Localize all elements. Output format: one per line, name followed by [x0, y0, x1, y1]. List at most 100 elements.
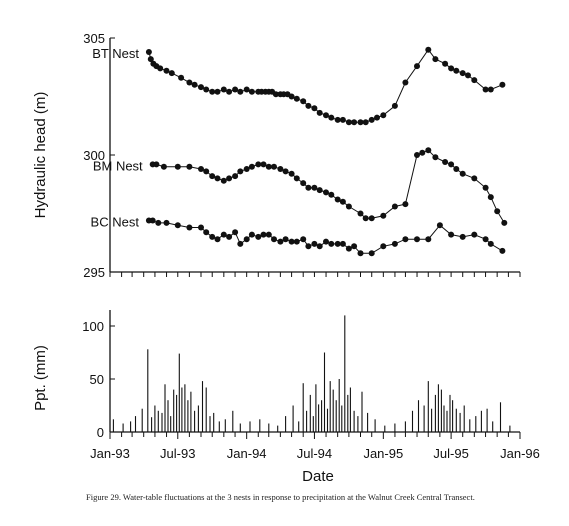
- series-point: [499, 247, 506, 254]
- series-point: [293, 175, 300, 182]
- series-point: [214, 236, 221, 243]
- series-point: [380, 212, 387, 219]
- hydraulic-head-chart: Hydraulic head (m) 295 300 305 BT Nest BM N…: [32, 31, 521, 280]
- series-point: [232, 229, 239, 236]
- series-point: [271, 163, 277, 170]
- series-point: [174, 163, 181, 170]
- series-point: [402, 236, 409, 243]
- series-point: [339, 198, 346, 205]
- series-point: [362, 119, 369, 126]
- series-point: [482, 86, 489, 93]
- series-point: [265, 231, 272, 238]
- series-point: [288, 93, 295, 100]
- series-point: [442, 159, 449, 165]
- series-point: [501, 219, 508, 226]
- series-point: [237, 168, 244, 175]
- series-point: [293, 238, 300, 245]
- series-point: [203, 168, 210, 175]
- series-point: [442, 60, 449, 67]
- series-point: [402, 201, 409, 208]
- series-point: [362, 215, 369, 222]
- series-point: [226, 233, 233, 240]
- series-point: [198, 84, 204, 91]
- series-point: [163, 67, 170, 74]
- series-point: [300, 236, 307, 243]
- series-point: [153, 161, 160, 168]
- ppt-y-tick-label: 50: [90, 372, 104, 387]
- series-point: [186, 224, 193, 231]
- series-point: [198, 166, 204, 172]
- series-point: [243, 86, 250, 93]
- ppt-x-tick-label: Jan-93: [90, 446, 130, 461]
- series-point: [432, 154, 439, 161]
- series-point: [459, 233, 466, 240]
- series-point: [391, 102, 398, 109]
- ppt-x-tick-label: Jan-95: [363, 446, 403, 461]
- series-point: [305, 243, 312, 250]
- series-point: [311, 184, 318, 191]
- series-point: [209, 173, 216, 180]
- series-point: [459, 70, 466, 77]
- series-point: [357, 119, 364, 126]
- series-point: [163, 219, 170, 226]
- series-point: [328, 191, 335, 198]
- head-y-tick-label: 305: [83, 31, 105, 46]
- series-point: [380, 112, 387, 119]
- series-point: [260, 161, 267, 168]
- series-point: [334, 116, 341, 123]
- series-point: [494, 208, 501, 215]
- series-point: [459, 170, 466, 177]
- series-point: [339, 240, 346, 247]
- series-point: [178, 74, 185, 81]
- series-point: [436, 222, 443, 229]
- head-y-ticks: 295 300 305: [83, 31, 115, 280]
- series-point: [203, 229, 210, 236]
- series-point: [288, 238, 295, 245]
- series-point: [168, 70, 175, 77]
- series-point: [191, 81, 198, 88]
- series-point: [432, 56, 439, 63]
- series-point: [345, 119, 352, 126]
- series-point: [471, 175, 478, 182]
- series-point: [328, 114, 335, 121]
- ppt-x-tick-label: Jul-95: [433, 446, 468, 461]
- series-point: [248, 163, 255, 170]
- series-point: [220, 177, 227, 184]
- series-point: [414, 236, 420, 243]
- ppt-bars: [112, 315, 511, 432]
- series-point: [425, 46, 432, 53]
- series-point: [305, 102, 312, 109]
- series-point: [149, 217, 156, 224]
- series-point: [448, 231, 455, 238]
- ppt-y-tick-label: 100: [82, 319, 104, 334]
- series-point: [272, 91, 279, 98]
- series-point: [248, 231, 255, 238]
- series-point: [311, 105, 318, 112]
- ppt-x-tick-label: Jul-93: [160, 446, 195, 461]
- series-point: [311, 240, 318, 247]
- series-name-label: BC Nest: [91, 215, 140, 230]
- series-point: [186, 79, 193, 86]
- series-point: [448, 161, 455, 168]
- series-point: [357, 210, 364, 217]
- series-point: [328, 240, 335, 247]
- ppt-x-tick-label: Jul-94: [297, 446, 332, 461]
- series-point: [186, 163, 193, 170]
- series-point: [351, 119, 358, 126]
- series-point: [391, 240, 398, 247]
- series-point: [368, 250, 375, 257]
- series-point: [237, 240, 244, 247]
- series-point: [209, 233, 216, 240]
- ppt-y-axis-label: Ppt. (mm): [32, 345, 49, 411]
- series-point: [448, 65, 455, 72]
- series-point: [368, 215, 375, 222]
- series-point: [391, 203, 398, 210]
- series-point: [323, 238, 329, 245]
- series-point: [271, 236, 277, 243]
- series-point: [277, 166, 284, 172]
- ppt-y-ticks: 0 50 100: [82, 319, 115, 440]
- series-point: [282, 236, 289, 243]
- series-point: [248, 88, 255, 95]
- series-point: [345, 203, 352, 210]
- series-point: [282, 168, 289, 175]
